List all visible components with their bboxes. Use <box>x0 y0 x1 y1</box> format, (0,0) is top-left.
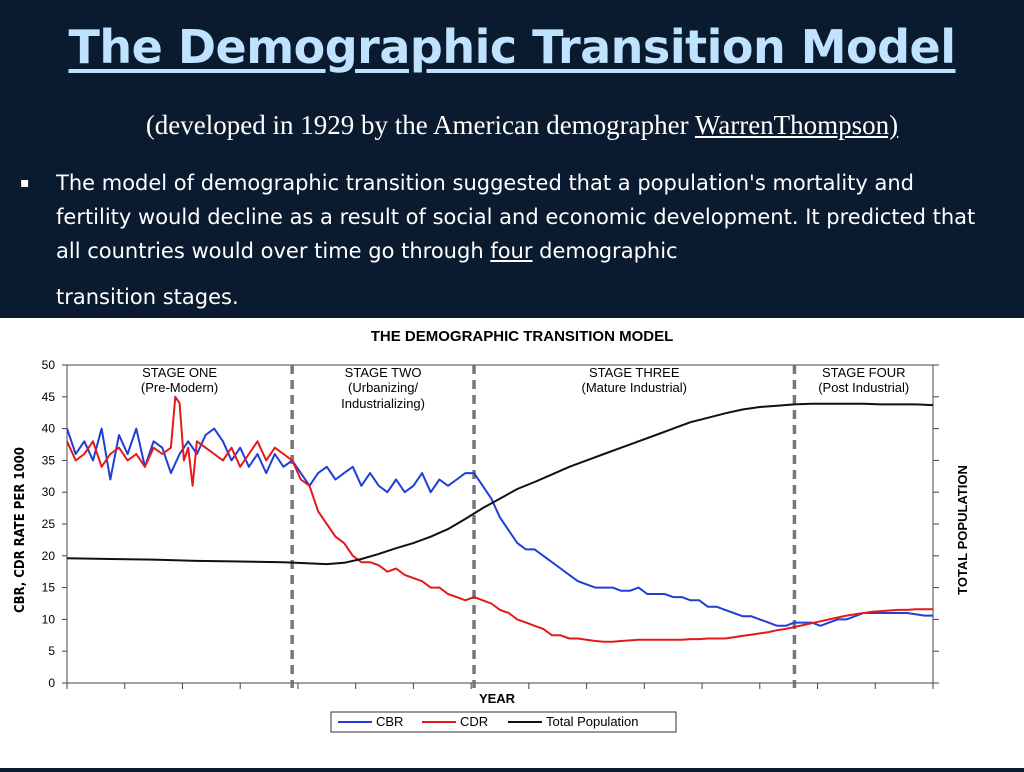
bullet-marker-icon: ▪ <box>20 175 30 191</box>
stage-description-label: (Post Industrial) <box>818 380 909 395</box>
stage-description-label-2: Industrializing) <box>341 396 425 411</box>
secondary-axis-label: TOTAL POPULATION <box>955 465 970 595</box>
stage-dividers: STAGE ONE(Pre-Modern) STAGE TWO(Urbanizin… <box>141 365 909 688</box>
secondary-axis-ticks <box>933 364 939 684</box>
bullet-text-part1: The model of demographic transition sugg… <box>56 171 976 263</box>
y-tick-label: 20 <box>42 549 56 563</box>
stage-description-label: (Urbanizing/ <box>348 380 418 395</box>
y-tick-label: 5 <box>48 644 55 658</box>
bullet-text-last-line: transition stages. <box>56 285 239 309</box>
y-axis-label: CBR, CDR RATE PER 1000 <box>13 447 28 613</box>
y-tick-label: 25 <box>42 517 56 531</box>
chart-title: THE DEMOGRAPHIC TRANSITION MODEL <box>371 328 674 345</box>
chart-panel: THE DEMOGRAPHIC TRANSITION MODEL 0 5 10 15 2… <box>0 318 1024 768</box>
stage-name-label: STAGE FOUR <box>822 365 906 380</box>
y-tick-label: 30 <box>42 485 56 499</box>
series-lines <box>66 395 934 643</box>
y-tick-label: 10 <box>42 612 56 626</box>
cdr-line <box>66 395 933 643</box>
y-tick-label: 45 <box>42 390 56 404</box>
legend-box <box>330 711 677 733</box>
y-axis-ticks: 0 5 10 15 20 25 30 35 40 45 50 <box>42 358 67 690</box>
y-tick-label: 50 <box>42 358 56 372</box>
y-tick-label: 15 <box>42 581 56 595</box>
bullet-underlined-word: four <box>490 239 533 263</box>
legend: CBR CDR Total Population <box>330 711 677 733</box>
total-population-line <box>66 402 934 566</box>
demographic-transition-chart: THE DEMOGRAPHIC TRANSITION MODEL 0 5 10 15 2… <box>13 328 970 733</box>
stage-name-label: STAGE THREE <box>589 365 680 380</box>
y-tick-label: 35 <box>42 453 56 467</box>
stage-description-label: (Mature Industrial) <box>581 380 686 395</box>
y-tick-label: 0 <box>48 676 55 690</box>
bullet-text-part2: demographic <box>532 239 678 263</box>
legend-label-cbr: CBR <box>376 714 403 729</box>
subtitle-prefix: (developed in 1929 by the American demog… <box>145 110 695 140</box>
slide-title: The Demographic Transition Model <box>68 20 956 74</box>
stage-name-label: STAGE TWO <box>345 365 422 380</box>
plot-frame <box>66 364 934 684</box>
subtitle-author-link[interactable]: WarrenThompson) <box>694 110 899 140</box>
legend-label-total-population: Total Population <box>546 714 639 729</box>
x-axis-label: YEAR <box>479 691 516 706</box>
slide-subtitle: (developed in 1929 by the American demog… <box>0 110 1024 141</box>
stage-name-label: STAGE ONE <box>142 365 217 380</box>
cbr-line <box>66 427 933 627</box>
y-tick-label: 40 <box>42 422 56 436</box>
stage-description-label: (Pre-Modern) <box>141 380 218 395</box>
x-axis-ticks <box>66 683 934 689</box>
bullet-text: The model of demographic transition sugg… <box>56 166 996 314</box>
legend-label-cdr: CDR <box>460 714 488 729</box>
